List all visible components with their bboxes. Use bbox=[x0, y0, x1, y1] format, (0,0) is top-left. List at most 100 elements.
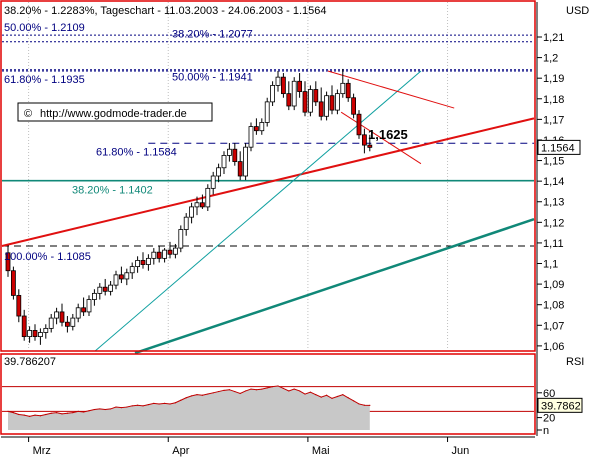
rsi-point bbox=[293, 388, 295, 390]
y-tick-label: 1,07 bbox=[543, 320, 564, 332]
rsi-current-box bbox=[537, 397, 583, 413]
candle-down bbox=[232, 148, 238, 162]
candle-up bbox=[97, 286, 103, 294]
x-tick-label: Mai bbox=[312, 445, 330, 457]
candle-down bbox=[21, 315, 27, 338]
candle-down bbox=[253, 126, 259, 132]
candle-up bbox=[54, 311, 59, 319]
candle-up bbox=[70, 317, 76, 327]
candle-down bbox=[119, 274, 124, 280]
thin-teal-trend bbox=[94, 70, 422, 352]
candle-down bbox=[297, 80, 303, 92]
candle-up bbox=[189, 206, 195, 218]
rsi-point bbox=[99, 408, 101, 410]
y-tick-label: 1,12 bbox=[543, 217, 564, 229]
candle-down bbox=[313, 89, 319, 103]
rsi-point bbox=[88, 410, 90, 412]
candle-down bbox=[361, 134, 367, 146]
rsi-point bbox=[363, 404, 365, 406]
y-tick-label: 1,14 bbox=[543, 176, 564, 188]
candle-down bbox=[302, 91, 308, 113]
candle-up bbox=[38, 332, 43, 338]
price-panel: 50.00% - 1.2109 38.20% - 1.2077 61.80% - 1… bbox=[0, 0, 581, 436]
candle-up bbox=[27, 330, 33, 338]
rsi-title: 39.786207 bbox=[4, 356, 56, 368]
candle-up bbox=[221, 155, 227, 169]
rsi-point bbox=[147, 403, 149, 406]
rsi-panel-frame bbox=[0, 353, 536, 435]
rsi-point bbox=[180, 399, 182, 401]
rsi-fill bbox=[8, 385, 370, 430]
candle-up bbox=[334, 93, 340, 111]
fib-label: 61.80% - 1.1584 bbox=[96, 146, 177, 158]
fib-label: 50.00% - 1.1941 bbox=[172, 72, 253, 84]
candle-up bbox=[243, 146, 249, 177]
rsi-label: RSI bbox=[566, 356, 584, 368]
candle-down bbox=[10, 270, 16, 296]
candle-up bbox=[275, 76, 281, 86]
candle-up bbox=[108, 284, 113, 292]
candle-up bbox=[178, 229, 184, 249]
fib-label: 100.00% - 1.1085 bbox=[4, 251, 91, 263]
rsi-tick-label: n bbox=[543, 425, 549, 437]
x-axis: Mrz Apr Mai Jun bbox=[1, 436, 535, 457]
rsi-point bbox=[191, 395, 193, 397]
fib-label: 50.00% - 1.2109 bbox=[4, 22, 85, 34]
candle-up bbox=[216, 167, 222, 177]
candle-up bbox=[183, 216, 189, 230]
rsi-point bbox=[358, 403, 360, 405]
fibonacci-labels: 50.00% - 1.2109 38.20% - 1.2077 61.80% - 1… bbox=[4, 22, 408, 263]
rsi-point bbox=[169, 403, 171, 405]
candle-up bbox=[205, 187, 211, 208]
rsi-point bbox=[142, 405, 144, 407]
candle-down bbox=[345, 82, 351, 99]
candle-down bbox=[16, 295, 22, 317]
rsi-point bbox=[164, 402, 166, 404]
x-tick-label: Apr bbox=[172, 445, 189, 457]
candlesticks bbox=[5, 68, 373, 345]
y-tick-label: 1,08 bbox=[543, 300, 564, 312]
candle-down bbox=[102, 286, 108, 292]
candle-down bbox=[237, 161, 243, 177]
y-tick-label: 1,15 bbox=[543, 156, 564, 168]
candle-down bbox=[167, 249, 173, 255]
x-tick-label: Jun bbox=[452, 445, 470, 457]
rsi-point bbox=[56, 412, 58, 414]
rsi-point bbox=[207, 393, 209, 395]
candle-up bbox=[162, 249, 168, 259]
rsi-point bbox=[185, 397, 187, 399]
candle-up bbox=[226, 148, 232, 156]
fib-label: 61.80% - 1.1935 bbox=[4, 74, 85, 86]
candle-up bbox=[194, 202, 200, 208]
candle-up bbox=[151, 251, 157, 259]
rsi-point bbox=[201, 394, 203, 396]
rsi-area bbox=[7, 385, 371, 430]
candle-up bbox=[135, 260, 141, 268]
rsi-point bbox=[272, 386, 274, 388]
currency-label: USD bbox=[566, 5, 589, 17]
source-url: http://www.godmode-trader.de bbox=[40, 108, 187, 120]
candle-down bbox=[5, 252, 11, 272]
rsi-point bbox=[12, 412, 14, 414]
rsi-point bbox=[336, 395, 338, 398]
rsi-point bbox=[153, 402, 155, 404]
wedge-bottom bbox=[340, 111, 422, 165]
x-tick-label: Mrz bbox=[33, 445, 51, 457]
rsi-point bbox=[23, 414, 25, 416]
rsi-point bbox=[104, 408, 106, 411]
rsi-point bbox=[299, 390, 301, 392]
y-tick-label: 1,17 bbox=[543, 114, 564, 126]
rsi-point bbox=[7, 410, 9, 412]
rsi-point bbox=[93, 408, 95, 411]
rsi-point bbox=[61, 413, 63, 415]
y-tick-label: 1,06 bbox=[543, 341, 564, 353]
rsi-point bbox=[309, 391, 311, 393]
candle-up bbox=[92, 292, 97, 300]
fibonacci-lines bbox=[2, 34, 534, 247]
price-annotation: 1,1625 bbox=[368, 127, 408, 142]
rsi-point bbox=[228, 389, 230, 391]
candle-down bbox=[329, 95, 335, 111]
rsi-point bbox=[266, 387, 268, 389]
